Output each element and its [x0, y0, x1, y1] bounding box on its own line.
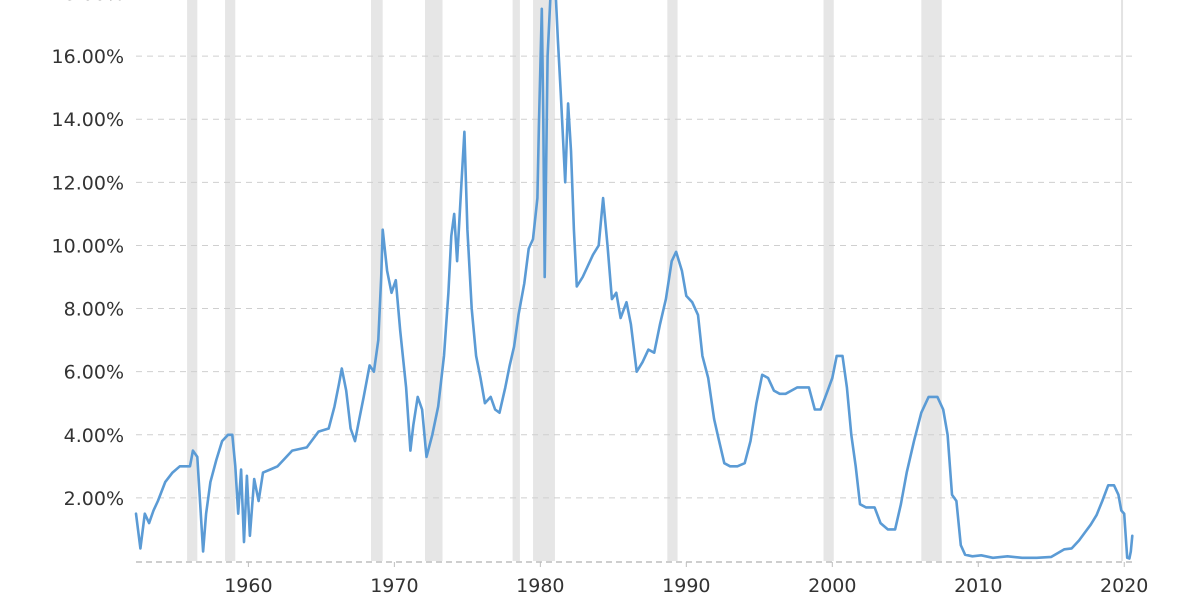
recession-bands	[187, 0, 1124, 561]
y-tick-label: 18.00%	[52, 0, 124, 5]
y-tick-label: 10.00%	[52, 235, 124, 257]
x-tick-label: 1980	[516, 575, 564, 597]
x-tick-label: 2010	[954, 575, 1002, 597]
tick-labels: 2.00% 4.00% 6.00% 8.00% 10.00% 12.00% 14.00% 16…	[52, 0, 1149, 597]
axes	[136, 561, 1133, 567]
recession-band	[425, 0, 443, 561]
recession-band	[225, 0, 236, 561]
y-tick-label: 14.00%	[52, 109, 124, 131]
y-tick-label: 8.00%	[64, 299, 124, 321]
recession-band	[512, 0, 520, 561]
x-tick-label: 2020	[1100, 575, 1148, 597]
gridlines	[136, 55, 1133, 499]
x-tick-label: 2000	[808, 575, 856, 597]
x-tick-label: 1990	[662, 575, 710, 597]
series	[134, 0, 1134, 560]
y-tick-label: 4.00%	[64, 425, 124, 447]
recession-band	[823, 0, 834, 561]
y-tick-label: 6.00%	[64, 362, 124, 384]
series-line	[134, 0, 1134, 560]
recession-band	[371, 0, 383, 561]
recession-band	[921, 0, 942, 561]
recession-band	[667, 0, 678, 561]
y-tick-label: 12.00%	[52, 172, 124, 194]
recession-band	[187, 0, 198, 561]
y-tick-label: 2.00%	[64, 488, 124, 510]
y-tick-label: 16.00%	[52, 46, 124, 68]
x-tick-label: 1960	[224, 575, 272, 597]
x-tick-label: 1970	[370, 575, 418, 597]
